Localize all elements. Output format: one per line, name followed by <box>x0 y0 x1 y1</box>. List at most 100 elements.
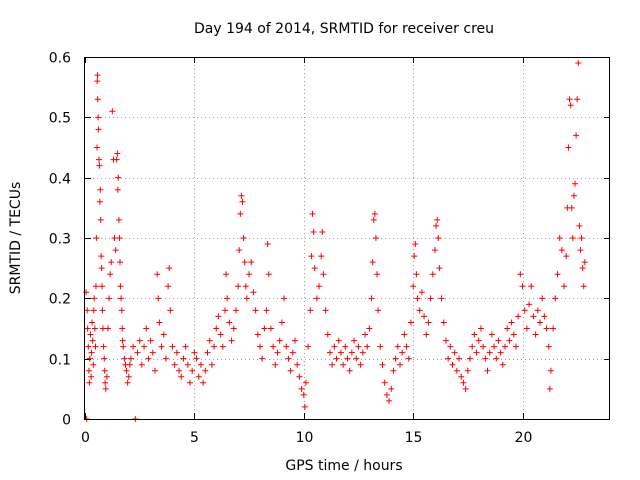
data-points <box>83 60 588 422</box>
data-point <box>97 216 104 223</box>
data-point <box>416 307 423 314</box>
data-point <box>438 295 445 302</box>
data-point <box>399 349 406 356</box>
tick-layer: 0 5 10 15 20 0 0.1 0.2 0.3 0.4 0.5 0.6 <box>49 51 610 446</box>
data-point <box>390 367 397 374</box>
data-point <box>115 174 122 181</box>
data-point <box>283 343 290 350</box>
data-point <box>126 361 133 368</box>
y-tick-label: 0.3 <box>49 232 71 248</box>
data-point <box>100 343 107 350</box>
data-point <box>208 361 215 368</box>
data-point <box>502 343 508 350</box>
data-point <box>579 265 586 272</box>
data-point <box>141 343 148 350</box>
data-point <box>436 265 443 272</box>
data-point <box>480 343 487 350</box>
data-point <box>362 331 368 338</box>
data-point <box>155 295 162 302</box>
data-point <box>254 331 261 338</box>
data-point <box>114 186 121 193</box>
data-point <box>120 343 127 350</box>
data-point <box>369 259 376 266</box>
data-point <box>92 283 99 290</box>
data-point <box>160 331 167 338</box>
data-point <box>475 337 482 344</box>
data-point <box>309 210 316 217</box>
data-point <box>204 349 211 356</box>
data-point <box>573 132 580 139</box>
data-point <box>173 349 180 356</box>
data-point <box>568 204 575 211</box>
data-point <box>469 343 476 350</box>
data-point <box>215 313 222 320</box>
data-point <box>405 355 412 362</box>
data-point <box>458 373 465 380</box>
data-point <box>292 337 298 344</box>
data-point <box>143 325 150 332</box>
data-point <box>421 313 428 320</box>
data-point <box>228 337 235 344</box>
data-point <box>322 307 329 314</box>
data-point <box>556 235 563 241</box>
data-point <box>197 361 204 368</box>
data-point <box>113 156 120 163</box>
data-point <box>340 361 347 368</box>
data-point <box>237 210 244 217</box>
data-point <box>381 379 388 386</box>
data-point <box>355 343 362 350</box>
data-point <box>116 235 123 241</box>
data-point <box>412 241 419 248</box>
data-point <box>182 343 189 350</box>
data-point <box>152 367 158 374</box>
data-point <box>344 355 351 362</box>
data-point <box>561 283 568 290</box>
data-point <box>401 331 408 338</box>
data-point <box>320 271 327 278</box>
data-point <box>357 361 364 368</box>
data-point <box>530 313 537 320</box>
x-tick-label: 15 <box>405 430 423 446</box>
data-point <box>287 367 294 374</box>
data-point <box>359 349 366 356</box>
data-point <box>296 373 303 380</box>
data-point <box>83 289 90 296</box>
data-point <box>86 379 93 386</box>
data-point <box>101 355 108 362</box>
data-point <box>99 325 106 332</box>
data-point <box>433 222 440 229</box>
data-point <box>567 102 574 109</box>
data-point <box>89 319 95 326</box>
data-point <box>301 403 308 410</box>
data-point <box>238 192 245 199</box>
data-point <box>558 247 565 254</box>
data-point <box>388 385 395 392</box>
data-point <box>123 367 130 374</box>
data-point <box>316 283 323 290</box>
data-point <box>575 60 582 67</box>
data-point <box>300 391 307 398</box>
data-point <box>156 319 163 326</box>
data-point <box>471 331 478 338</box>
data-point <box>195 373 202 380</box>
data-point <box>335 337 342 344</box>
data-point <box>410 283 417 290</box>
data-point <box>106 295 113 302</box>
data-point <box>482 355 489 362</box>
data-point <box>246 271 253 278</box>
data-point <box>278 319 285 326</box>
data-point <box>96 156 102 163</box>
data-point <box>124 379 131 386</box>
data-point <box>281 295 288 302</box>
data-point <box>98 253 105 260</box>
data-point <box>576 222 583 229</box>
y-tick-label: 0.6 <box>49 51 71 67</box>
data-point <box>331 343 338 350</box>
data-point <box>265 271 272 278</box>
data-point <box>370 216 377 223</box>
data-point <box>464 367 471 374</box>
data-point <box>267 325 274 332</box>
data-point <box>488 331 495 338</box>
data-point <box>510 331 517 338</box>
data-point <box>189 367 196 374</box>
